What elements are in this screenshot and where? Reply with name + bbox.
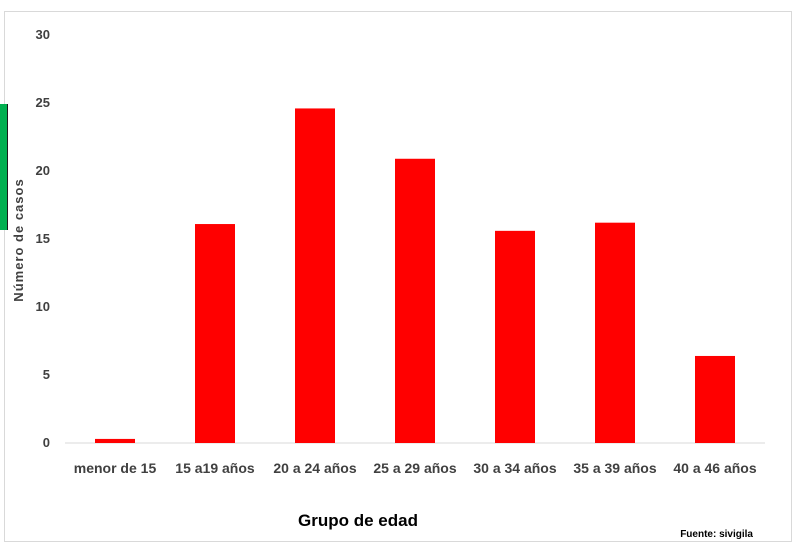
x-tick-label: 20 a 24 años	[273, 460, 356, 476]
y-axis-ticks: 0 5 10 15 20 25 30	[36, 27, 50, 450]
bar	[195, 224, 235, 443]
bar	[295, 108, 335, 443]
y-tick-label: 20	[36, 163, 50, 178]
y-tick-label: 10	[36, 299, 50, 314]
y-tick-label: 0	[43, 435, 50, 450]
bar	[95, 438, 135, 443]
x-axis-ticks: menor de 15 15 a19 años 20 a 24 años 25 a 2…	[74, 460, 757, 476]
y-axis-title: Número de casos	[11, 178, 26, 301]
y-tick-label: 15	[36, 231, 50, 246]
x-tick-label: 40 a 46 años	[673, 460, 756, 476]
bar	[595, 222, 635, 443]
side-accent-bar	[0, 104, 8, 230]
y-tick-label: 25	[36, 95, 50, 110]
x-tick-label: menor de 15	[74, 460, 157, 476]
bar	[395, 158, 435, 443]
source-note: Fuente: sivigila	[680, 529, 753, 540]
x-tick-label: 30 a 34 años	[473, 460, 556, 476]
x-axis-title: Grupo de edad	[298, 511, 418, 530]
bar	[695, 355, 735, 443]
bar	[495, 230, 535, 443]
y-tick-label: 5	[43, 367, 50, 382]
bars	[95, 108, 735, 443]
x-tick-label: 25 a 29 años	[373, 460, 456, 476]
y-tick-label: 30	[36, 27, 50, 42]
x-tick-label: 35 a 39 años	[573, 460, 656, 476]
x-tick-label: 15 a19 años	[175, 460, 255, 476]
